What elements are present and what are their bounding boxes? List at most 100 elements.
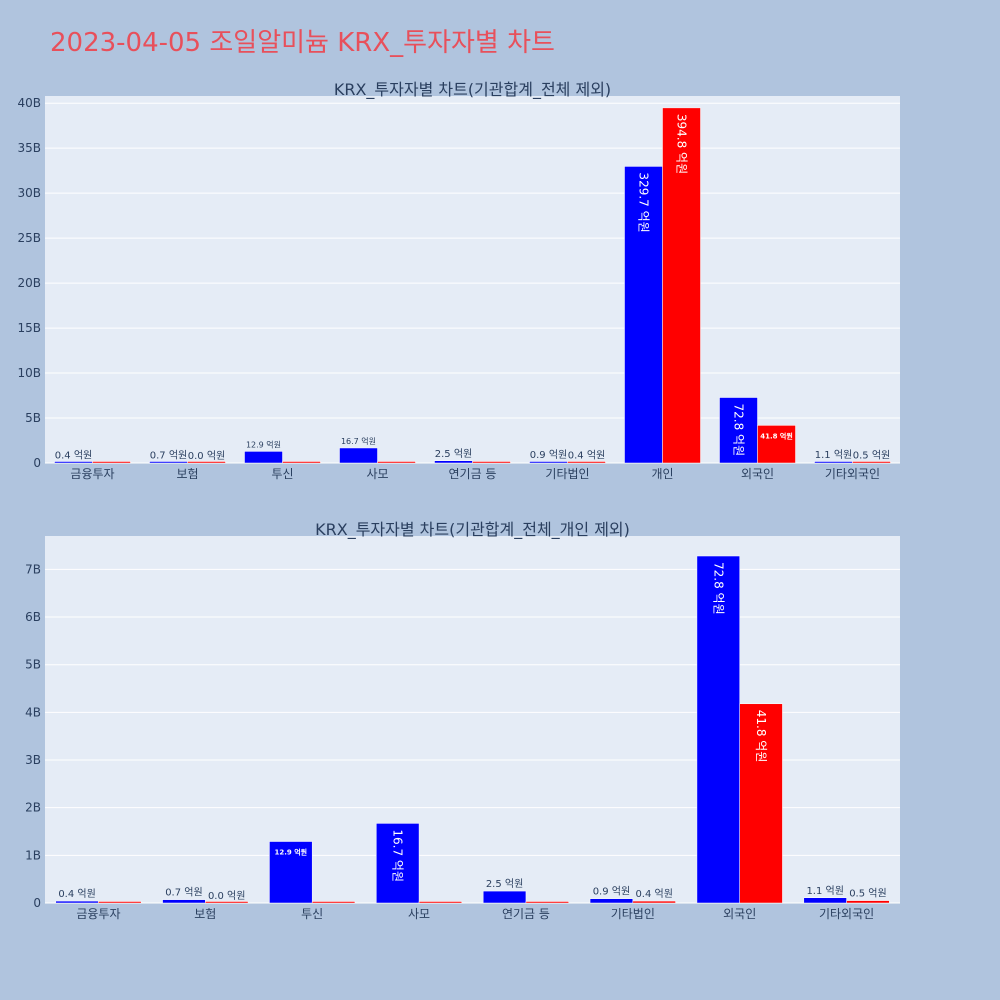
bar <box>852 461 891 464</box>
y-tick-label: 20B <box>17 276 41 290</box>
y-tick-label: 35B <box>17 141 41 155</box>
data-label: 72.8 억원 <box>732 404 746 457</box>
y-tick-label: 25B <box>17 231 41 245</box>
x-tick-label: 기타법인 <box>545 467 589 481</box>
y-tick-label: 30B <box>17 186 41 200</box>
y-tick-label: 5B <box>25 658 41 672</box>
chart-title: KRX_투자자별 차트(기관합계_전체 제외) <box>334 80 611 100</box>
x-tick-label: 기타외국인 <box>819 907 874 921</box>
bar <box>567 461 606 464</box>
chart-top: KRX_투자자별 차트(기관합계_전체 제외) 0 5B 10B 15B 20B 25B 30… <box>17 80 900 481</box>
data-label: 0.5 억원 <box>849 888 886 900</box>
data-label: 12.9 억원 <box>275 848 308 857</box>
bar <box>757 425 796 464</box>
data-label: 0.4 억원 <box>58 888 95 900</box>
x-tick-label: 외국인 <box>741 467 774 481</box>
data-label: 1.1 억원 <box>806 885 843 897</box>
x-tick-label: 기타외국인 <box>825 467 880 481</box>
y-tick-label: 1B <box>25 848 41 862</box>
bar <box>482 890 527 904</box>
bar <box>696 555 740 904</box>
bar <box>269 841 313 904</box>
data-label: 394.8 억원 <box>675 114 689 174</box>
data-label: 0.0 억원 <box>208 890 245 902</box>
bar <box>662 107 701 464</box>
x-tick-label: 기타법인 <box>611 907 655 921</box>
y-tick-label: 6B <box>25 610 41 624</box>
bar <box>187 461 226 464</box>
bar <box>339 447 378 464</box>
plot-area <box>45 96 900 463</box>
data-label: 72.8 억원 <box>711 562 725 615</box>
y-tick-label: 10B <box>17 366 41 380</box>
bar <box>162 899 206 904</box>
y-tick-label: 40B <box>17 96 41 110</box>
y-tick-label: 0 <box>33 456 41 470</box>
x-tick-label: 연기금 등 <box>502 907 550 921</box>
data-label: 12.9 억원 <box>246 439 281 449</box>
x-tick-label: 금융투자 <box>76 907 120 921</box>
data-label: 16.7 억원 <box>391 829 405 882</box>
bar <box>814 461 853 464</box>
bar <box>205 901 249 904</box>
data-label: 16.7 억원 <box>341 436 376 446</box>
bar <box>418 901 463 904</box>
bar <box>376 823 420 904</box>
x-tick-label: 사모 <box>408 907 430 921</box>
bar <box>846 900 890 904</box>
bar <box>92 461 131 464</box>
y-tick-label: 7B <box>25 562 41 576</box>
x-tick-label: 사모 <box>366 467 388 481</box>
x-tick-label: 금융투자 <box>70 467 114 481</box>
chart-bottom: KRX_투자자별 차트(기관합계_전체_개인 제외) 0 1B 2B 3B 4B 5B 6B 7… <box>25 520 900 921</box>
data-label: 0.5 억원 <box>853 450 890 462</box>
bar <box>244 451 283 464</box>
bar <box>472 461 511 464</box>
page-title: 2023-04-05 조일알미늄 KRX_투자자별 차트 <box>50 28 555 58</box>
data-label: 41.8 억원 <box>754 710 768 763</box>
y-tick-label: 2B <box>25 801 41 815</box>
bar <box>282 461 321 464</box>
bar <box>739 703 783 904</box>
data-label: 0.9 억원 <box>593 886 630 898</box>
x-tick-label: 투신 <box>301 907 323 921</box>
data-label: 0.4 억원 <box>635 888 672 900</box>
x-tick-label: 보험 <box>194 907 216 921</box>
bar <box>377 461 416 464</box>
bar <box>98 901 142 904</box>
data-label: 2.5 억원 <box>486 878 523 890</box>
x-tick-label: 외국인 <box>723 907 756 921</box>
data-label: 1.1 억원 <box>815 449 852 461</box>
bar <box>803 897 847 904</box>
bar <box>434 460 473 464</box>
x-tick-label: 투신 <box>271 467 293 481</box>
data-label: 0.0 억원 <box>188 450 225 462</box>
bar <box>529 461 568 464</box>
data-label: 2.5 억원 <box>435 448 472 460</box>
data-label: 0.4 억원 <box>568 450 605 462</box>
data-label: 329.7 억원 <box>637 172 651 232</box>
bar <box>525 901 569 904</box>
data-label: 0.9 억원 <box>530 449 567 461</box>
bar <box>149 461 188 464</box>
x-tick-label: 보험 <box>176 467 198 481</box>
data-label: 0.4 억원 <box>55 450 92 462</box>
bar <box>54 461 93 464</box>
bar <box>55 900 99 904</box>
x-tick-label: 개인 <box>651 467 673 481</box>
bar <box>311 901 356 904</box>
data-label: 0.7 억원 <box>150 449 187 461</box>
data-label: 41.8 억원 <box>760 431 793 440</box>
y-tick-label: 0 <box>33 896 41 910</box>
bar <box>719 397 758 464</box>
y-tick-label: 4B <box>25 705 41 719</box>
bar <box>589 898 634 904</box>
bar <box>624 166 663 464</box>
data-label: 0.7 억원 <box>165 887 202 899</box>
y-tick-label: 3B <box>25 753 41 767</box>
x-tick-label: 연기금 등 <box>449 467 497 481</box>
y-tick-label: 5B <box>25 411 41 425</box>
chart-title: KRX_투자자별 차트(기관합계_전체_개인 제외) <box>315 520 630 540</box>
y-tick-label: 15B <box>17 321 41 335</box>
bar <box>632 900 676 904</box>
